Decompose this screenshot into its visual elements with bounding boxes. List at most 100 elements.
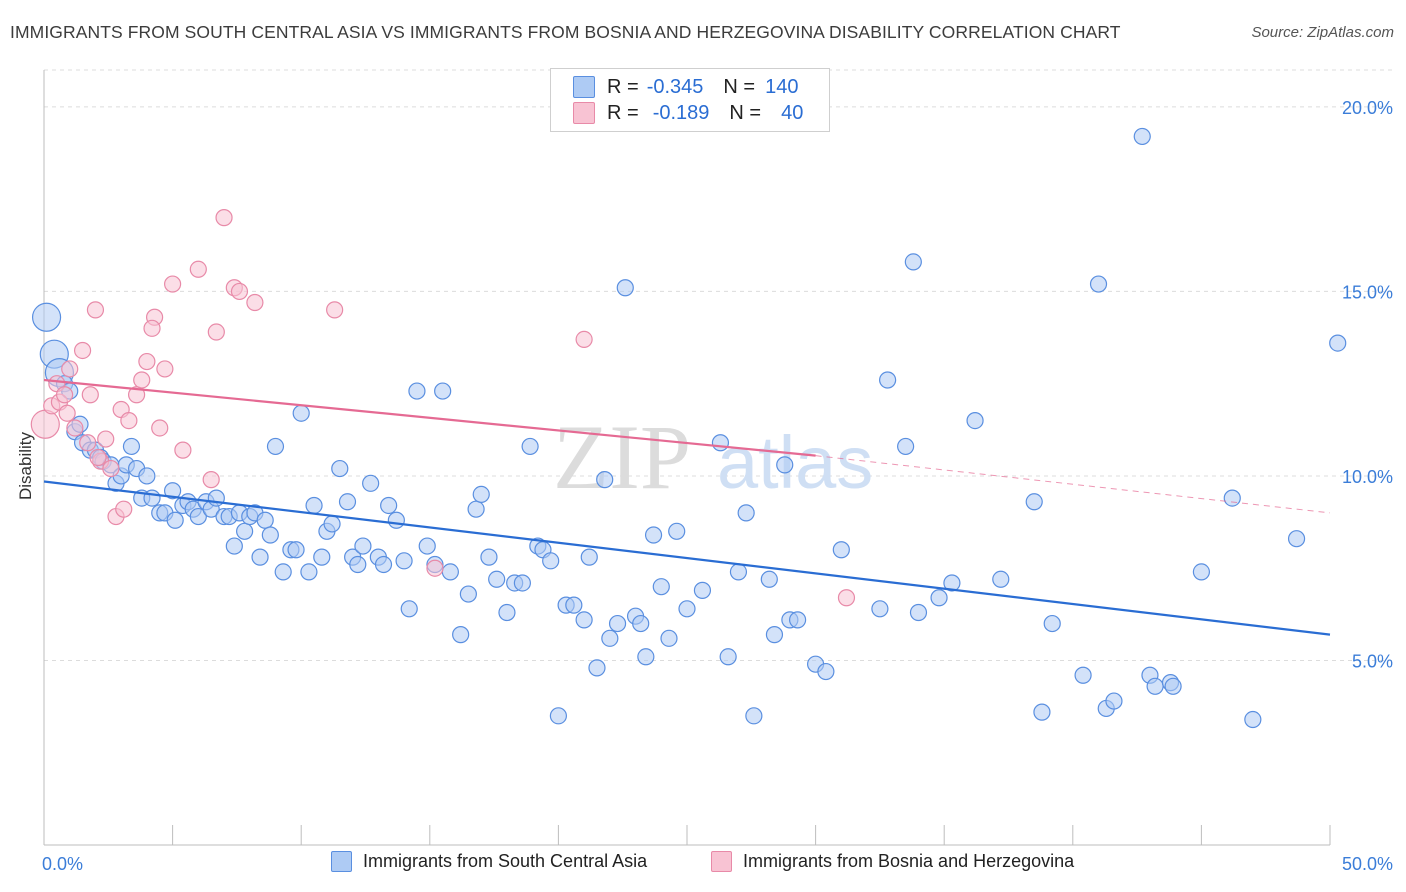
data-point-bosnia-herzegovina [79,434,97,452]
data-point-south-central-asia [313,548,331,566]
data-point-south-central-asia [459,585,477,603]
data-point-south-central-asia [879,371,897,389]
data-point-south-central-asia [1329,334,1347,352]
data-point-south-central-asia [904,253,922,271]
data-point-south-central-asia [1043,614,1061,633]
watermark-atlas: atlas [717,421,873,504]
data-point-south-central-asia [434,382,452,400]
chart-title: IMMIGRANTS FROM SOUTH CENTRAL ASIA VS IM… [10,22,1121,42]
data-point-bosnia-herzegovina [246,293,264,312]
data-point-south-central-asia [660,629,678,647]
data-point-bosnia-herzegovina [189,260,207,278]
y-tick-label: 15.0% [1342,282,1393,302]
data-point-bosnia-herzegovina [86,301,105,319]
data-point-south-central-asia [601,629,619,647]
data-point-bosnia-herzegovina [55,386,74,404]
data-point-bosnia-herzegovina [133,371,151,389]
data-point-south-central-asia [745,707,763,725]
data-point-south-central-asia [678,600,696,618]
legend-n-value-b: 40 [781,101,804,124]
data-point-south-central-asia [644,526,663,544]
data-point-south-central-asia [760,570,778,588]
data-point-south-central-asia [542,552,560,570]
data-point-south-central-asia [472,485,490,504]
data-point-south-central-asia [380,496,398,515]
watermark: ZIP atlas [553,406,873,508]
data-point-bosnia-herzegovina [230,282,249,301]
data-point-south-central-asia [498,603,516,622]
data-point-south-central-asia [1089,275,1108,293]
data-point-south-central-asia [652,578,670,596]
data-point-south-central-asia [251,548,269,566]
legend-swatch-pink [573,102,595,124]
watermark-zip: ZIP [553,406,691,508]
data-point-south-central-asia [189,507,207,526]
data-point-bosnia-herzegovina [58,404,76,422]
data-point-bosnia-herzegovina [202,471,220,489]
legend-r-label: R = [607,75,639,98]
data-point-south-central-asia [287,541,305,559]
data-point-south-central-asia [871,600,889,618]
data-point-south-central-asia [400,600,418,618]
data-point-bosnia-herzegovina [156,360,174,378]
bottom-legend-series-b: Immigrants from Bosnia and Herzegovina [711,851,1074,872]
data-point-south-central-asia [480,548,498,566]
data-point-south-central-asia [565,596,583,614]
data-point-south-central-asia [596,471,614,489]
trendline-bosnia-herzegovina [43,378,816,457]
data-point-south-central-asia [632,614,650,633]
legend-row-series-a: R = -0.345 N = 140 [573,76,798,98]
data-point-bosnia-herzegovina [326,301,344,319]
y-tick-label: 10.0% [1342,467,1393,487]
data-point-south-central-asia [1244,710,1262,729]
data-point-south-central-asia [1074,666,1092,684]
data-point-south-central-asia [943,574,961,592]
data-point-south-central-asia [817,662,835,681]
data-point-south-central-asia [305,496,323,515]
legend-swatch-blue [573,76,595,98]
trend-layer [43,378,1331,636]
x-tick-label: 0.0% [42,854,83,874]
data-point-south-central-asia [711,434,730,452]
legend-n-value-a: 140 [765,75,799,98]
legend-r-label: R = [607,101,639,124]
data-point-south-central-asia [521,437,539,456]
data-point-south-central-asia [513,574,531,592]
data-point-south-central-asia [897,437,915,456]
bottom-legend-swatch-pink [711,851,732,872]
axis-layer [43,70,1331,846]
data-point-south-central-asia [362,474,380,492]
data-point-south-central-asia [693,581,712,599]
data-point-south-central-asia [729,563,748,581]
data-point-south-central-asia [143,489,161,507]
data-point-south-central-asia [909,603,928,622]
data-point-south-central-asia [992,570,1010,588]
data-point-south-central-asia [1223,489,1241,507]
data-point-south-central-asia [1164,677,1182,695]
data-point-south-central-asia [1192,563,1211,581]
trendline-south-central-asia [43,480,1331,636]
data-point-south-central-asia [256,511,274,529]
data-point-south-central-asia [488,570,506,588]
correlation-legend: R = -0.345 N = 140 R = -0.189 N = 40 [550,68,830,132]
data-point-south-central-asia [580,548,598,566]
bottom-legend-swatch-blue [331,851,352,872]
data-point-south-central-asia [164,482,182,500]
data-point-south-central-asia [930,589,948,607]
data-point-south-central-asia [292,404,310,422]
data-point-south-central-asia [549,707,568,725]
data-point-bosnia-herzegovina [66,419,84,437]
data-point-south-central-asia [266,437,285,456]
data-point-bosnia-herzegovina [73,341,92,360]
tick-label-layer: 5.0% 10.0% 15.0% 20.0% 0.0% 50.0% [42,98,1393,874]
points-layer [30,127,1347,729]
y-tick-label: 5.0% [1352,651,1393,671]
data-point-south-central-asia [418,537,436,555]
data-point-south-central-asia [1105,692,1123,710]
data-point-bosnia-herzegovina [575,330,593,349]
data-point-bosnia-herzegovina [837,589,856,607]
data-point-bosnia-herzegovina [120,411,138,430]
data-point-bosnia-herzegovina [97,430,115,448]
data-point-south-central-asia [261,526,279,544]
